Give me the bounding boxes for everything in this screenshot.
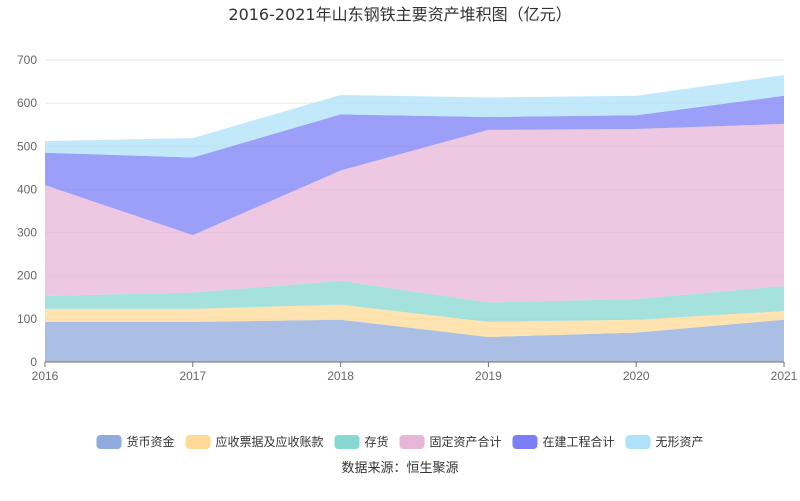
legend-label: 在建工程合计: [543, 434, 615, 449]
area-series-5: [45, 75, 784, 158]
y-tick-label: 0: [30, 355, 37, 369]
legend-item-3[interactable]: 固定资产合计: [399, 434, 502, 449]
y-tick-label: 200: [17, 269, 37, 283]
legend-swatch: [334, 435, 360, 449]
y-tick-label: 700: [17, 53, 37, 67]
y-tick-label: 400: [17, 182, 37, 196]
legend-item-1[interactable]: 应收票据及应收账款: [185, 434, 324, 449]
axes: 0 100 200 300 400 500 600 700 2016 2017 2018 2019 20…: [17, 53, 798, 383]
x-tick-label: 2020: [623, 369, 650, 383]
x-tick-label: 2021: [771, 369, 798, 383]
x-tick-label: 2017: [179, 369, 206, 383]
legend: 货币资金 应收票据及应收账款 存货 固定资产合计 在建工程合计 无形资产: [96, 434, 704, 449]
legend-label: 固定资产合计: [430, 434, 502, 449]
area-series-3: [45, 123, 784, 303]
legend-label: 货币资金: [127, 434, 175, 449]
y-tick-label: 500: [17, 139, 37, 153]
legend-item-5[interactable]: 无形资产: [625, 435, 704, 449]
legend-item-0[interactable]: 货币资金: [96, 434, 175, 449]
source-note: 数据来源：恒生聚源: [341, 461, 458, 476]
plot-area: [45, 75, 784, 362]
legend-label: 应收票据及应收账款: [216, 434, 324, 449]
legend-label: 存货: [365, 434, 389, 449]
y-tick-label: 600: [17, 96, 37, 110]
legend-swatch: [512, 435, 538, 449]
legend-swatch: [96, 435, 122, 449]
legend-swatch: [399, 435, 425, 449]
chart-title: 2016-2021年山东钢铁主要资产堆积图（亿元）: [228, 5, 571, 24]
area-series-0: [45, 319, 784, 362]
legend-swatch: [625, 435, 651, 449]
x-tick-label: 2016: [32, 369, 59, 383]
y-tick-label: 100: [17, 312, 37, 326]
y-tick-label: 300: [17, 226, 37, 240]
area-series-1: [45, 304, 784, 337]
x-tick-label: 2018: [327, 369, 354, 383]
legend-item-4[interactable]: 在建工程合计: [512, 434, 615, 449]
area-series-2: [45, 280, 784, 322]
legend-item-2[interactable]: 存货: [334, 434, 389, 449]
legend-swatch: [185, 435, 211, 449]
x-tick-label: 2019: [475, 369, 502, 383]
area-series-4: [45, 95, 784, 236]
legend-label: 无形资产: [656, 435, 704, 449]
